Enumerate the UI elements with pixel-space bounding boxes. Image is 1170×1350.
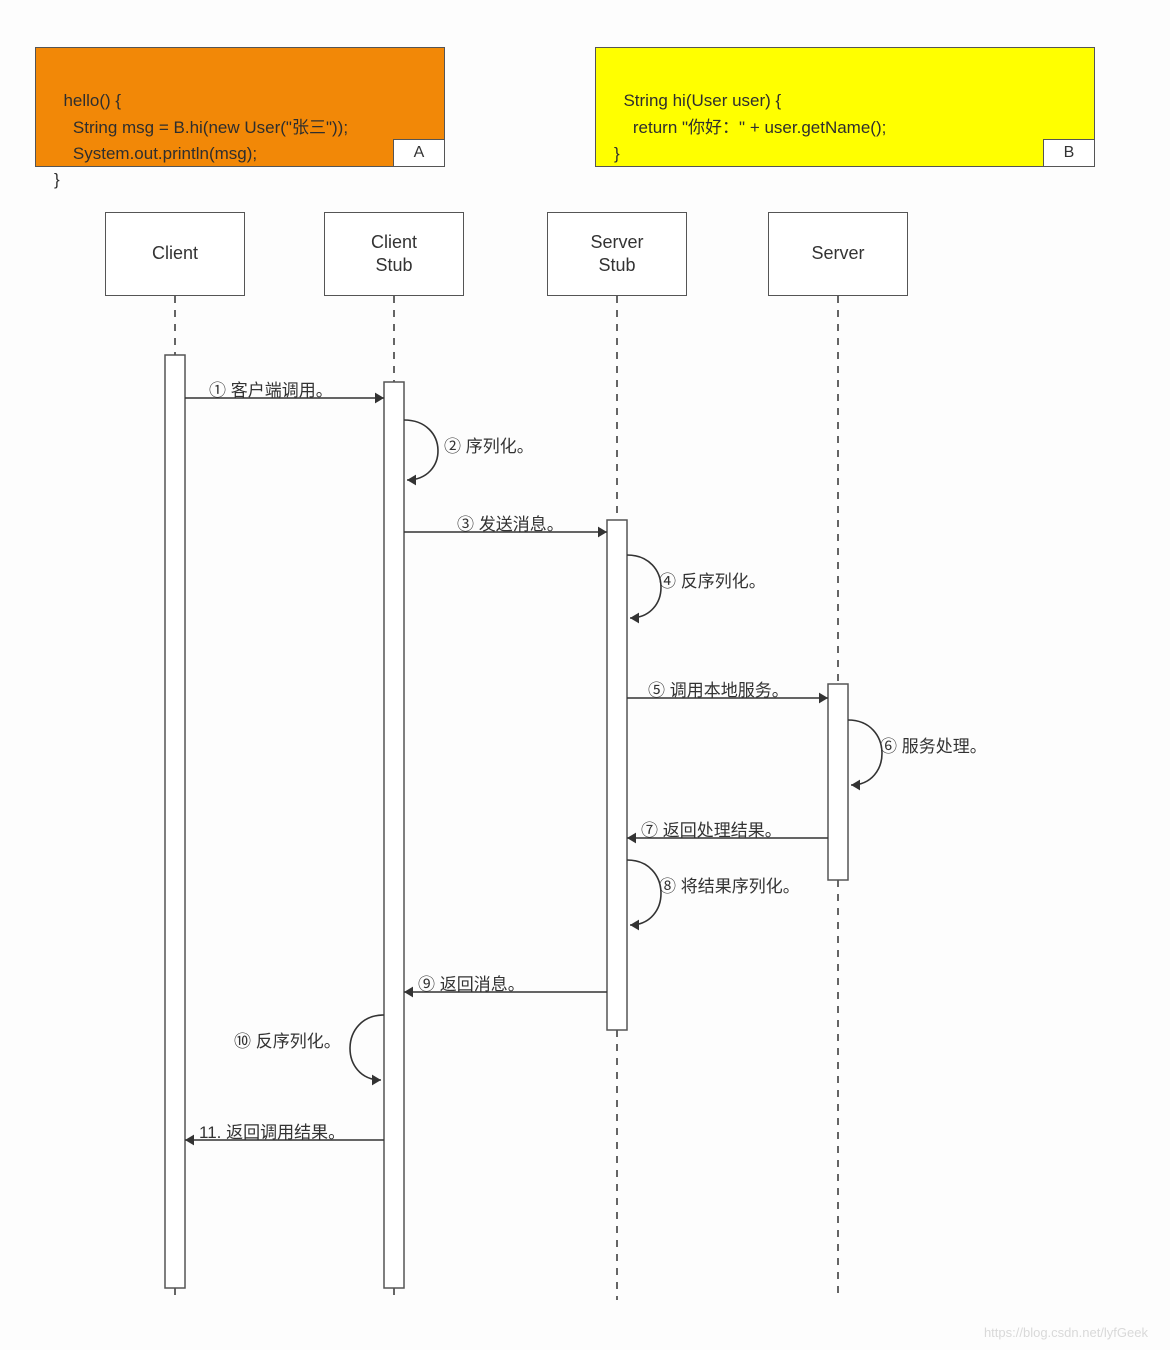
message-label: ⑨ 返回消息。 — [418, 970, 525, 995]
message-label: ④ 反序列化。 — [659, 567, 766, 592]
sequence-diagram-canvas — [0, 0, 1170, 1350]
message-label: 11. 返回调用结果。 — [199, 1118, 345, 1143]
message-label: ② 序列化。 — [444, 432, 534, 457]
watermark-text: https://blog.csdn.net/lyfGeek — [984, 1325, 1148, 1340]
message-label: ⑦ 返回处理结果。 — [641, 816, 782, 841]
message-label: ⑤ 调用本地服务。 — [648, 676, 789, 701]
message-label: ⑥ 服务处理。 — [880, 732, 987, 757]
message-label: ⑧ 将结果序列化。 — [659, 872, 800, 897]
message-label: ③ 发送消息。 — [457, 510, 564, 535]
message-label: ① 客户端调用。 — [209, 376, 333, 401]
message-label: ⑩ 反序列化。 — [234, 1027, 341, 1052]
